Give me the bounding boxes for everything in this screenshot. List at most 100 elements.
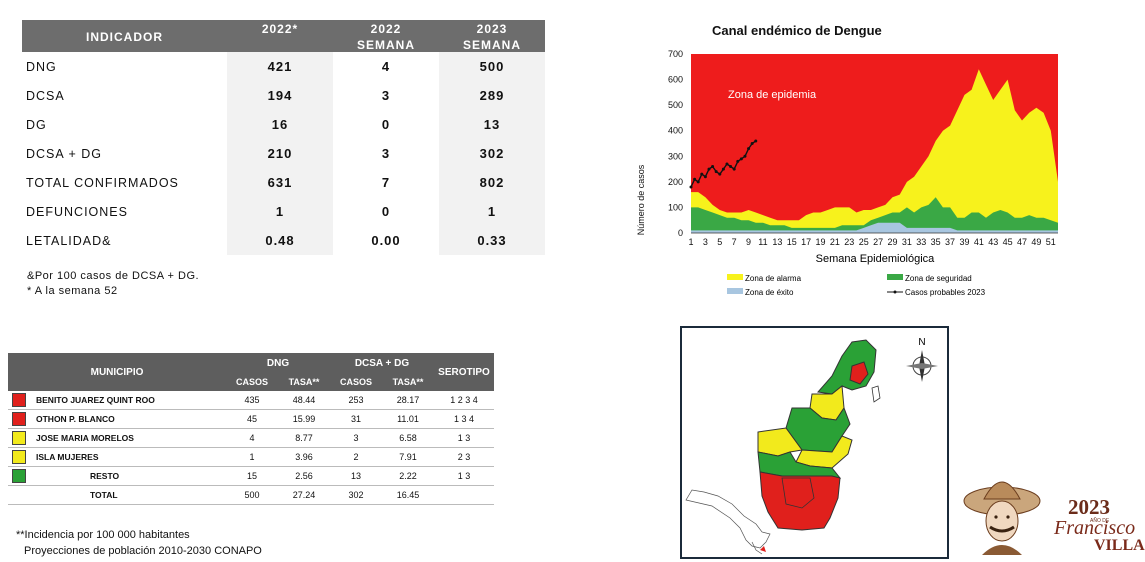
x-tick-label: 41 <box>974 237 984 247</box>
header-dng: DNG <box>226 353 330 373</box>
dcsa-casos: 3 <box>330 428 382 448</box>
row-label: DNG <box>26 59 57 74</box>
indicator-table: INDICADOR 2022* 2022 SEMANA 2023 SEMANA DN… <box>22 20 545 255</box>
row-label: TOTAL CONFIRMADOS <box>26 175 179 190</box>
dcsa-tasa: 16.45 <box>382 485 434 505</box>
data-point <box>729 165 733 169</box>
data-point <box>696 180 700 184</box>
data-point <box>689 185 693 189</box>
dng-tasa: 27.24 <box>278 485 330 505</box>
x-tick-label: 23 <box>844 237 854 247</box>
cell-value: 421 <box>227 52 333 81</box>
region-bacalar <box>781 477 815 509</box>
x-tick-label: 43 <box>988 237 998 247</box>
traffic-light-square <box>12 450 26 464</box>
header-2022: 2022* <box>227 20 333 52</box>
cell-value: 0 <box>333 110 439 139</box>
header-municipio: MUNICIPIO <box>8 353 226 391</box>
compass-icon: N <box>906 337 938 382</box>
data-point <box>714 170 718 174</box>
alarm-zone <box>691 69 1058 233</box>
row-label: DEFUNCIONES <box>26 204 128 219</box>
traffic-light-square <box>12 431 26 445</box>
x-tick-label: 5 <box>717 237 722 247</box>
cell-value: 210 <box>227 139 333 168</box>
serotipo: 2 3 <box>434 447 494 467</box>
data-point <box>739 157 743 161</box>
cell-value: 3 <box>333 139 439 168</box>
region-resto-north <box>817 339 877 395</box>
dng-tasa: 48.44 <box>278 391 330 410</box>
logo-subtitle: AÑO DE <box>1090 518 1110 524</box>
color-marker-cell <box>8 391 30 410</box>
table-row: JOSE MARIA MORELOS 4 8.77 3 6.58 1 3 <box>8 428 494 448</box>
dcsa-tasa: 6.58 <box>382 428 434 448</box>
mexico-outline <box>685 489 771 555</box>
data-point <box>711 165 715 169</box>
x-tick-label: 15 <box>787 237 797 247</box>
dng-tasa: 15.99 <box>278 409 330 429</box>
cell-value: 13 <box>439 110 545 139</box>
cell-value: 4 <box>333 52 439 81</box>
header-tasa: TASA** <box>382 373 434 391</box>
north-label: N <box>918 337 925 348</box>
x-tick-label: 39 <box>959 237 969 247</box>
table-row: DCSA 194 3 289 <box>22 81 545 110</box>
serotipo: 1 3 4 <box>434 409 494 429</box>
x-axis-label: Semana Epidemiológica <box>816 253 936 265</box>
legend-swatch <box>727 274 743 280</box>
cell-value: 802 <box>439 168 545 197</box>
chart-legend: Zona de alarma Zona de seguridad Zona de é… <box>727 274 986 297</box>
data-point <box>736 159 740 163</box>
dng-casos: 4 <box>226 428 278 448</box>
table-row: DCSA + DG 210 3 302 <box>22 139 545 168</box>
cell-value: 194 <box>227 81 333 110</box>
dcsa-tasa: 11.01 <box>382 409 434 429</box>
data-point <box>732 167 736 171</box>
x-tick-label: 45 <box>1003 237 1013 247</box>
municipal-footnote-1: **Incidencia por 100 000 habitantes <box>16 529 190 541</box>
serotipo: 1 2 3 4 <box>434 391 494 410</box>
data-point <box>725 162 729 166</box>
x-tick-label: 3 <box>703 237 708 247</box>
chart-title: Canal endémico de Dengue <box>712 23 882 38</box>
data-point <box>693 177 697 181</box>
quintana-roo-map: N <box>680 326 949 559</box>
dng-tasa: 2.56 <box>278 466 330 486</box>
municipio-name: OTHON P. BLANCO <box>30 409 226 429</box>
serotipo <box>434 485 494 505</box>
logo-name: Francisco <box>1054 517 1136 539</box>
y-tick-label: 200 <box>668 177 683 187</box>
traffic-light-square <box>12 412 26 426</box>
dng-casos: 500 <box>226 485 278 505</box>
dcsa-casos: 2 <box>330 447 382 467</box>
cell-value: 500 <box>439 52 545 81</box>
dng-casos: 435 <box>226 391 278 410</box>
region-benito-juarez <box>849 361 869 385</box>
data-point <box>721 167 725 171</box>
cell-value: 289 <box>439 81 545 110</box>
x-tick-label: 17 <box>801 237 811 247</box>
data-point <box>707 167 711 171</box>
dcsa-casos: 13 <box>330 466 382 486</box>
dcsa-casos: 253 <box>330 391 382 410</box>
municipal-footnote-2: Proyecciones de población 2010-2030 CONA… <box>24 545 262 557</box>
dng-tasa: 8.77 <box>278 428 330 448</box>
cell-value: 0.33 <box>439 226 545 255</box>
color-marker-cell <box>8 466 30 486</box>
table-row: RESTO 15 2.56 13 2.22 1 3 <box>8 466 494 486</box>
x-tick-label: 49 <box>1031 237 1041 247</box>
dng-casos: 1 <box>226 447 278 467</box>
island-cozumel <box>871 385 881 403</box>
legend-label: Zona de alarma <box>745 274 802 283</box>
color-marker-cell <box>8 485 30 505</box>
x-tick-label: 21 <box>830 237 840 247</box>
table-row: DNG 421 4 500 <box>22 52 545 81</box>
municipio-name: TOTAL <box>30 485 226 505</box>
row-label: LETALIDAD& <box>26 233 112 248</box>
data-point <box>718 172 722 176</box>
cell-value: 16 <box>227 110 333 139</box>
row-label: DCSA + DG <box>26 146 103 161</box>
x-tick-label: 35 <box>931 237 941 247</box>
